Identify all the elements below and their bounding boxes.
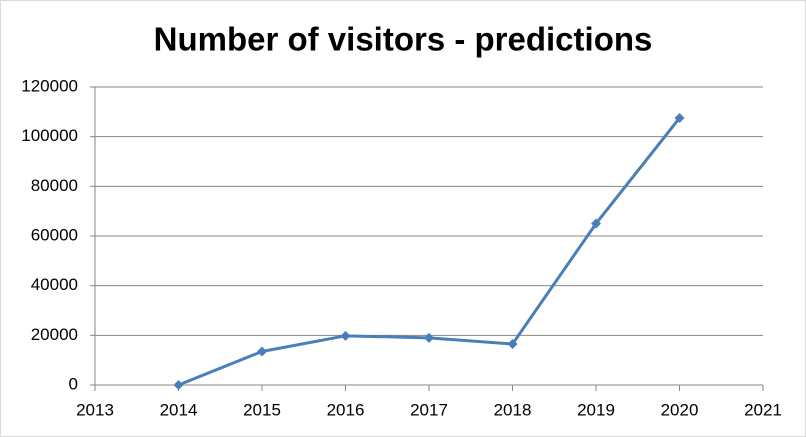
x-tick-label: 2019 — [577, 400, 615, 419]
x-tick-label: 2021 — [744, 400, 782, 419]
y-tick-label: 20000 — [31, 325, 78, 344]
point-marker — [674, 113, 685, 124]
x-tick-label: 2013 — [76, 400, 114, 419]
y-tick-label: 60000 — [31, 225, 78, 244]
x-tick-label: 2015 — [243, 400, 281, 419]
y-tick-label: 80000 — [31, 176, 78, 195]
x-tick-label: 2016 — [327, 400, 365, 419]
point-marker — [591, 218, 601, 229]
x-tick-label: 2017 — [410, 400, 448, 419]
x-tick-label: 2020 — [661, 400, 699, 419]
y-tick-label: 120000 — [21, 76, 78, 95]
y-tick-label: 0 — [69, 374, 78, 393]
point-marker — [173, 380, 184, 390]
point-marker — [340, 330, 351, 341]
chart-title: Number of visitors - predictions — [154, 21, 653, 58]
point-marker — [257, 346, 267, 357]
x-tick-label: 2014 — [160, 400, 198, 419]
y-tick-label: 100000 — [21, 126, 78, 145]
x-tick-label: 2018 — [494, 400, 532, 419]
point-marker — [424, 332, 434, 343]
y-tick-label: 40000 — [31, 275, 78, 294]
point-marker — [507, 339, 518, 350]
